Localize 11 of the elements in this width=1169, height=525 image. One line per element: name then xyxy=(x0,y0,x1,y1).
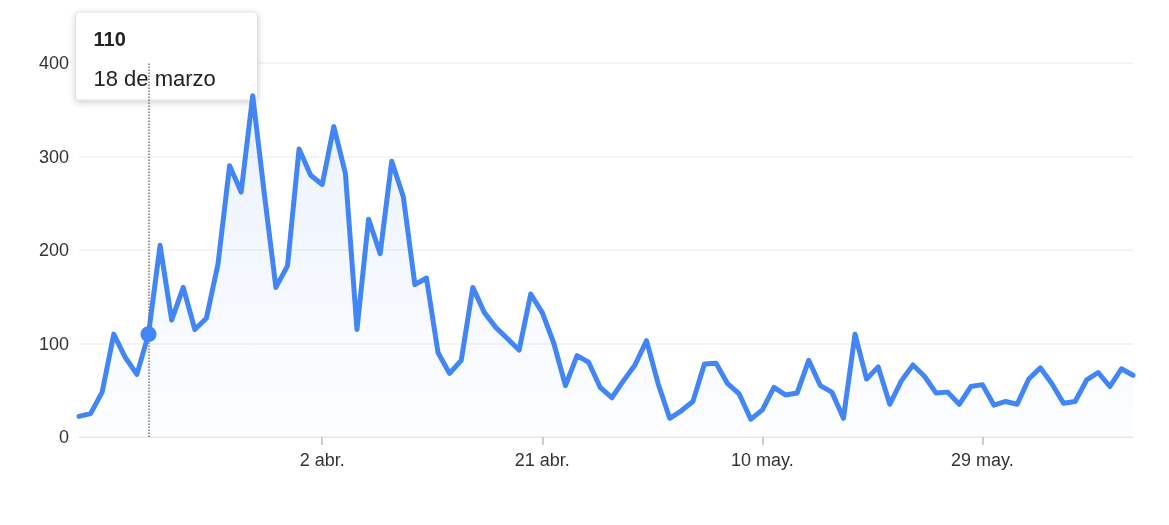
annotation: 18 de marzo xyxy=(93,65,216,91)
x-tick-label: 29 may. xyxy=(951,450,1014,470)
y-tick-label: 300 xyxy=(38,146,69,167)
x-tick-label: 10 may. xyxy=(731,450,794,470)
x-tick-label: 2 abr. xyxy=(299,450,345,470)
x-tick-label: 21 abr. xyxy=(514,450,570,470)
y-tick-label: 400 xyxy=(38,53,69,73)
y-tick-label: 200 xyxy=(38,240,69,260)
y-tick-label: 100 xyxy=(38,333,69,354)
text: 110 xyxy=(93,28,126,50)
y-tick-label: 0 xyxy=(58,427,69,447)
